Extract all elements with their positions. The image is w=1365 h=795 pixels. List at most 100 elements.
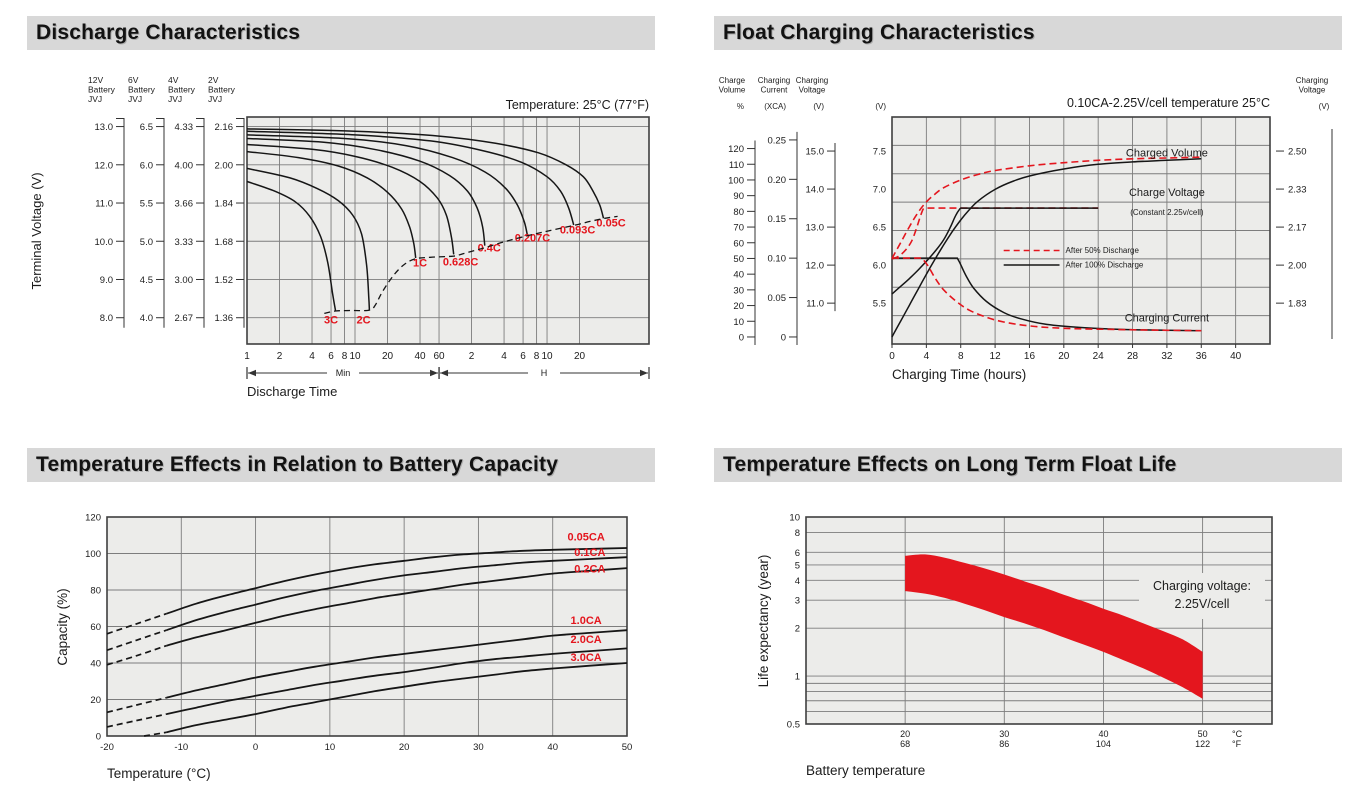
plot-label: (Constant 2.25v/cell): [1130, 208, 1204, 217]
y-axis-title: Terminal Voltage (V): [29, 172, 44, 289]
y-tick-label: 2: [795, 624, 800, 635]
axis-tick-label: 4.00: [175, 160, 194, 171]
life-expectancy-band: [905, 554, 1203, 699]
axis-tick-label: 7.0: [873, 185, 886, 196]
axis-tick-label: 1.36: [215, 313, 234, 324]
float-life-section: Temperature Effects on Long Term Float L…: [714, 448, 1342, 794]
curve-0.2CA-dashed: [106, 644, 167, 666]
axis-unit: (V): [813, 102, 824, 111]
axis-tick-label: 110: [729, 160, 744, 171]
float-charging-curves: [891, 156, 1202, 338]
y-tick-label: 10: [789, 513, 800, 524]
x-axis-title: Temperature (°C): [107, 766, 211, 781]
x-tick-label: 16: [1024, 351, 1036, 362]
curve-label-3C: 3C: [324, 315, 338, 327]
curve-0.4C: [246, 137, 486, 246]
cutoff-voltage-curve: [324, 215, 618, 315]
series-charged-volume-after-50-discharge-: [891, 156, 1202, 259]
axis-tick-label: 12.0: [806, 261, 825, 272]
plot-label: Charging Current: [1125, 312, 1209, 324]
y-scale-header: Battery: [128, 85, 156, 95]
x-unit-fahrenheit: °F: [1232, 739, 1242, 749]
legend-label: After 50% Discharge: [1066, 246, 1140, 255]
x-tick-label: 2: [277, 351, 283, 362]
axis-header: Voltage: [1299, 86, 1326, 95]
axis-unit: (V): [1319, 102, 1330, 111]
x-tick-label: 50: [622, 742, 633, 753]
axis-line: [156, 118, 165, 328]
x-tick-label: 4: [309, 351, 315, 362]
y-tick-label: 40: [90, 659, 101, 670]
x-tick-label: 28: [1127, 351, 1139, 362]
x-tick-celsius: 40: [1098, 729, 1108, 739]
temperature-note: Temperature: 25°C (77°F): [506, 98, 649, 112]
x-tick-label: 60: [433, 351, 445, 362]
x-axis-title: Discharge Time: [247, 384, 337, 399]
axis-tick-label: 2.00: [215, 160, 234, 171]
axis-unit: (V): [875, 102, 886, 111]
x-tick-label: 24: [1093, 351, 1105, 362]
axis-tick-label: 5.0: [140, 237, 153, 248]
axis-tick-label: 0: [781, 332, 786, 343]
axis-tick-label: 11.0: [95, 199, 113, 210]
axis-tick-label: 10.0: [95, 237, 114, 248]
arrowhead-left-icon: [248, 369, 256, 377]
axis-tick-label: 2.16: [215, 122, 234, 133]
range-label: Min: [336, 368, 351, 378]
curve-label-3.0CA: 3.0CA: [571, 652, 602, 664]
axis-tick-label: 15.0: [806, 147, 825, 158]
arrowhead-right-icon: [640, 369, 648, 377]
x-tick-label: 8: [958, 351, 964, 362]
x-tick-label: 4: [501, 351, 507, 362]
x-axis-title: Battery temperature: [806, 763, 925, 778]
axis-tick-label: 3.66: [175, 199, 194, 210]
axis-tick-label: 9.0: [100, 275, 113, 286]
axis-tick-label: 2.00: [1288, 261, 1307, 272]
discharge-title-bar: Discharge Characteristics: [27, 16, 655, 50]
axis-tick-label: 20: [733, 301, 744, 312]
axis-header: Current: [761, 86, 788, 95]
x-tick-label: 32: [1161, 351, 1173, 362]
curve-2C: [246, 167, 371, 311]
x-tick-celsius: 30: [999, 729, 1009, 739]
axis-tick-label: 14.0: [806, 185, 825, 196]
curve-label-0.1CA: 0.1CA: [574, 547, 605, 559]
axis-tick-label: 6.5: [873, 223, 886, 234]
axis-tick-label: 2.67: [175, 313, 194, 324]
x-tick-fahrenheit: 122: [1195, 739, 1210, 749]
temp-capacity-title-bar: Temperature Effects in Relation to Batte…: [27, 448, 655, 482]
axis-tick-label: 120: [728, 144, 744, 155]
y-tick-label: 60: [90, 622, 101, 633]
curve-label-0.05CA: 0.05CA: [567, 532, 604, 544]
y-scale-header: JVJ: [128, 94, 142, 104]
x-tick-label: 8: [342, 351, 348, 362]
curve-3C: [246, 180, 337, 311]
plot-border: [891, 116, 1271, 345]
x-tick-label: 20: [382, 351, 394, 362]
curve-label-1.0CA: 1.0CA: [571, 615, 602, 627]
x-tick-celsius: 50: [1198, 729, 1208, 739]
x-range-min: Min: [246, 367, 440, 379]
y-tick-label: 4: [795, 576, 800, 587]
axis-header: Charging: [796, 76, 828, 85]
axis-tick-label: 2.17: [1288, 223, 1307, 234]
curve-0.628C: [246, 143, 455, 255]
axis-tick-label: 70: [733, 223, 744, 234]
curve-0.05CA-dashed: [106, 612, 167, 635]
axis-tick-label: 6.5: [140, 122, 153, 133]
axis-line: [196, 118, 205, 328]
x-tick-label: 10: [325, 742, 336, 753]
axis-tick-label: 0: [739, 332, 744, 343]
y-scale-header: 12V: [88, 75, 103, 85]
axis-tick-label: 10: [733, 317, 744, 328]
x-tick-label: 1: [244, 351, 250, 362]
axis-tick-label: 0.15: [768, 214, 787, 225]
y-scale-header: JVJ: [88, 94, 102, 104]
curve-0.05C: [246, 128, 605, 219]
range-label: H: [541, 368, 548, 378]
axis-tick-label: 8.0: [100, 313, 113, 324]
y-tick-label: 120: [85, 513, 101, 524]
